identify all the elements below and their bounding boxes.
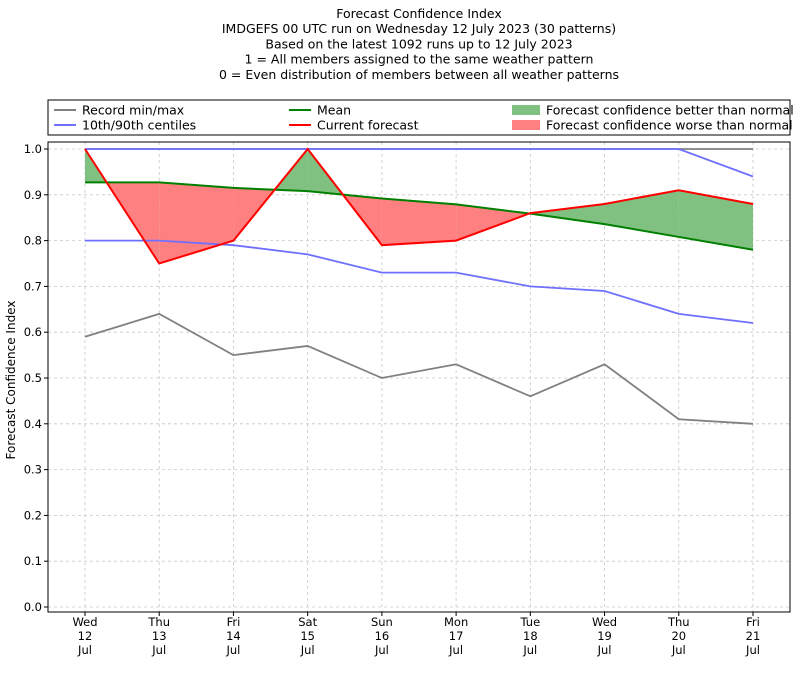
y-tick-label: 0.6 (24, 325, 42, 339)
y-tick-label: 0.2 (24, 508, 42, 522)
x-tick-label: Jul (448, 643, 463, 657)
y-axis: 0.0 0.1 0.2 0.3 0.4 0.5 0.6 0.7 0.8 0.9 1.0 (24, 142, 48, 614)
y-tick-label: 0.8 (24, 234, 42, 248)
x-tick-label: Thu (667, 615, 690, 629)
x-tick-label: Jul (374, 643, 389, 657)
y-tick-label: 0.7 (24, 279, 42, 293)
y-tick-label: 1.0 (24, 142, 42, 156)
x-tick-label: Jul (745, 643, 760, 657)
better-than-normal-fill (678, 190, 753, 250)
x-tick-label: Jul (151, 643, 166, 657)
x-tick-label: Tue (520, 615, 541, 629)
p10-line (85, 239, 754, 324)
current-forecast-line (84, 147, 754, 265)
legend-frame (47, 99, 791, 136)
x-tick-label: 13 (152, 629, 167, 643)
y-tick-label: 0.1 (24, 554, 42, 568)
y-axis-title: Forecast Confidence Index (4, 301, 18, 460)
x-tick-label: Thu (147, 615, 170, 629)
x-tick-label: 19 (597, 629, 612, 643)
x-tick-label: Wed (592, 615, 617, 629)
better-than-normal-fill (530, 203, 605, 225)
x-tick-label: 16 (375, 629, 390, 643)
legend-label: Forecast confidence worse than normal (546, 118, 793, 133)
better-than-normal-fill (604, 190, 679, 237)
x-tick-label: 15 (300, 629, 315, 643)
legend-label: Record min/max (82, 103, 184, 118)
worse-than-normal-fill (456, 204, 530, 241)
legend-label: Mean (317, 103, 351, 118)
y-tick-label: 0.4 (24, 417, 42, 431)
mean-line (85, 181, 754, 251)
y-tick-label: 0.9 (24, 188, 42, 202)
legend-label: Current forecast (317, 118, 419, 133)
x-tick-label: Sat (298, 615, 317, 629)
x-tick-label: Wed (72, 615, 97, 629)
title-line: IMDGEFS 00 UTC run on Wednesday 12 July … (222, 21, 616, 36)
x-tick-label: 20 (671, 629, 686, 643)
legend-better-fill: Forecast confidence better than normal (512, 103, 794, 118)
x-tick-label: 12 (78, 629, 93, 643)
x-tick-label: Sun (371, 615, 393, 629)
x-tick-label: 18 (523, 629, 538, 643)
x-tick-label: Jul (300, 643, 315, 657)
legend-worse-fill: Forecast confidence worse than normal (512, 118, 793, 133)
title-line: 1 = All members assigned to the same wea… (245, 52, 594, 67)
x-tick-label: Jul (671, 643, 686, 657)
y-tick-label: 0.0 (24, 600, 42, 614)
legend-record-min-max: Record min/max (54, 103, 184, 118)
x-tick-label: Fri (227, 615, 241, 629)
x-tick-label: Jul (597, 643, 612, 657)
title-line: 0 = Even distribution of members between… (219, 67, 619, 82)
legend-label: 10th/90th centiles (82, 118, 196, 133)
legend-mean: Mean (289, 103, 351, 118)
x-tick-label: Jul (225, 643, 240, 657)
y-tick-label: 0.3 (24, 463, 42, 477)
plot-frame (47, 141, 791, 613)
x-tick-label: Mon (444, 615, 468, 629)
legend-swatch (512, 105, 540, 115)
x-tick-label: Jul (77, 643, 92, 657)
x-tick-label: 17 (449, 629, 464, 643)
title-line: Based on the latest 1092 runs up to 12 J… (265, 36, 572, 51)
x-tick-label: Fri (746, 615, 760, 629)
confidence-fills (85, 149, 753, 264)
legend-current-forecast: Current forecast (289, 118, 419, 133)
legend-centiles: 10th/90th centiles (54, 118, 196, 133)
legend-swatch (512, 120, 540, 130)
x-tick-label: 14 (226, 629, 241, 643)
title-line: Forecast Confidence Index (336, 6, 502, 21)
x-axis: Wed12JulThu13JulFri14JulSat15JulSun16Jul… (72, 612, 760, 657)
legend-label: Forecast confidence better than normal (546, 103, 794, 118)
worse-than-normal-fill (381, 198, 457, 246)
series-lines (84, 147, 754, 425)
record-min-line (84, 312, 754, 425)
p90-line (85, 148, 754, 178)
x-tick-label: Jul (522, 643, 537, 657)
x-tick-label: 21 (746, 629, 761, 643)
y-tick-label: 0.5 (24, 371, 42, 385)
